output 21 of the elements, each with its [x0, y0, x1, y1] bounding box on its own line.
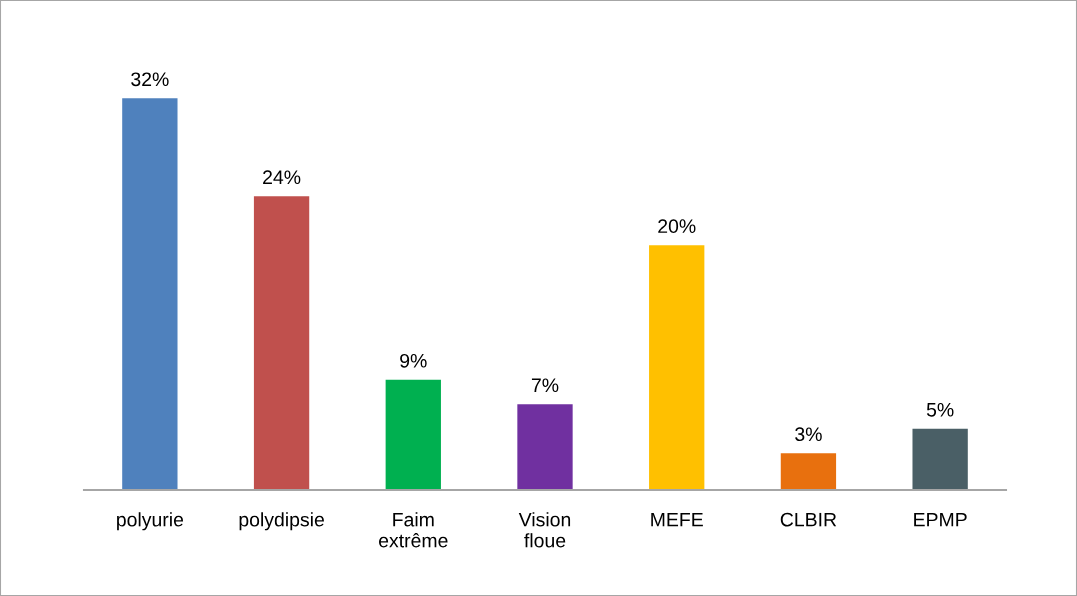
data-label: 24%: [263, 170, 301, 184]
data-label: 20%: [658, 219, 696, 234]
data-label: 9%: [400, 353, 427, 368]
bar: [122, 98, 178, 490]
bar: [253, 196, 310, 490]
bar: [649, 245, 705, 490]
data-label: 7%: [531, 378, 559, 393]
data-label: 32%: [131, 72, 169, 87]
bar: [780, 453, 837, 490]
x-tick-label: MEFE: [651, 512, 703, 527]
bar: [385, 379, 441, 490]
data-label: 5%: [926, 402, 954, 417]
x-tick-label: polydipsie: [239, 512, 324, 531]
bar: [912, 428, 968, 490]
x-tick-label: polyurie: [117, 512, 184, 531]
x-tick-label: Faim extrême: [379, 512, 448, 548]
x-tick-label: EPMP: [914, 512, 967, 527]
bar: [517, 404, 573, 490]
x-tick-label: CLBIR: [780, 512, 837, 527]
data-label: 3%: [795, 427, 822, 442]
x-tick-label: Vision floue: [518, 512, 571, 548]
